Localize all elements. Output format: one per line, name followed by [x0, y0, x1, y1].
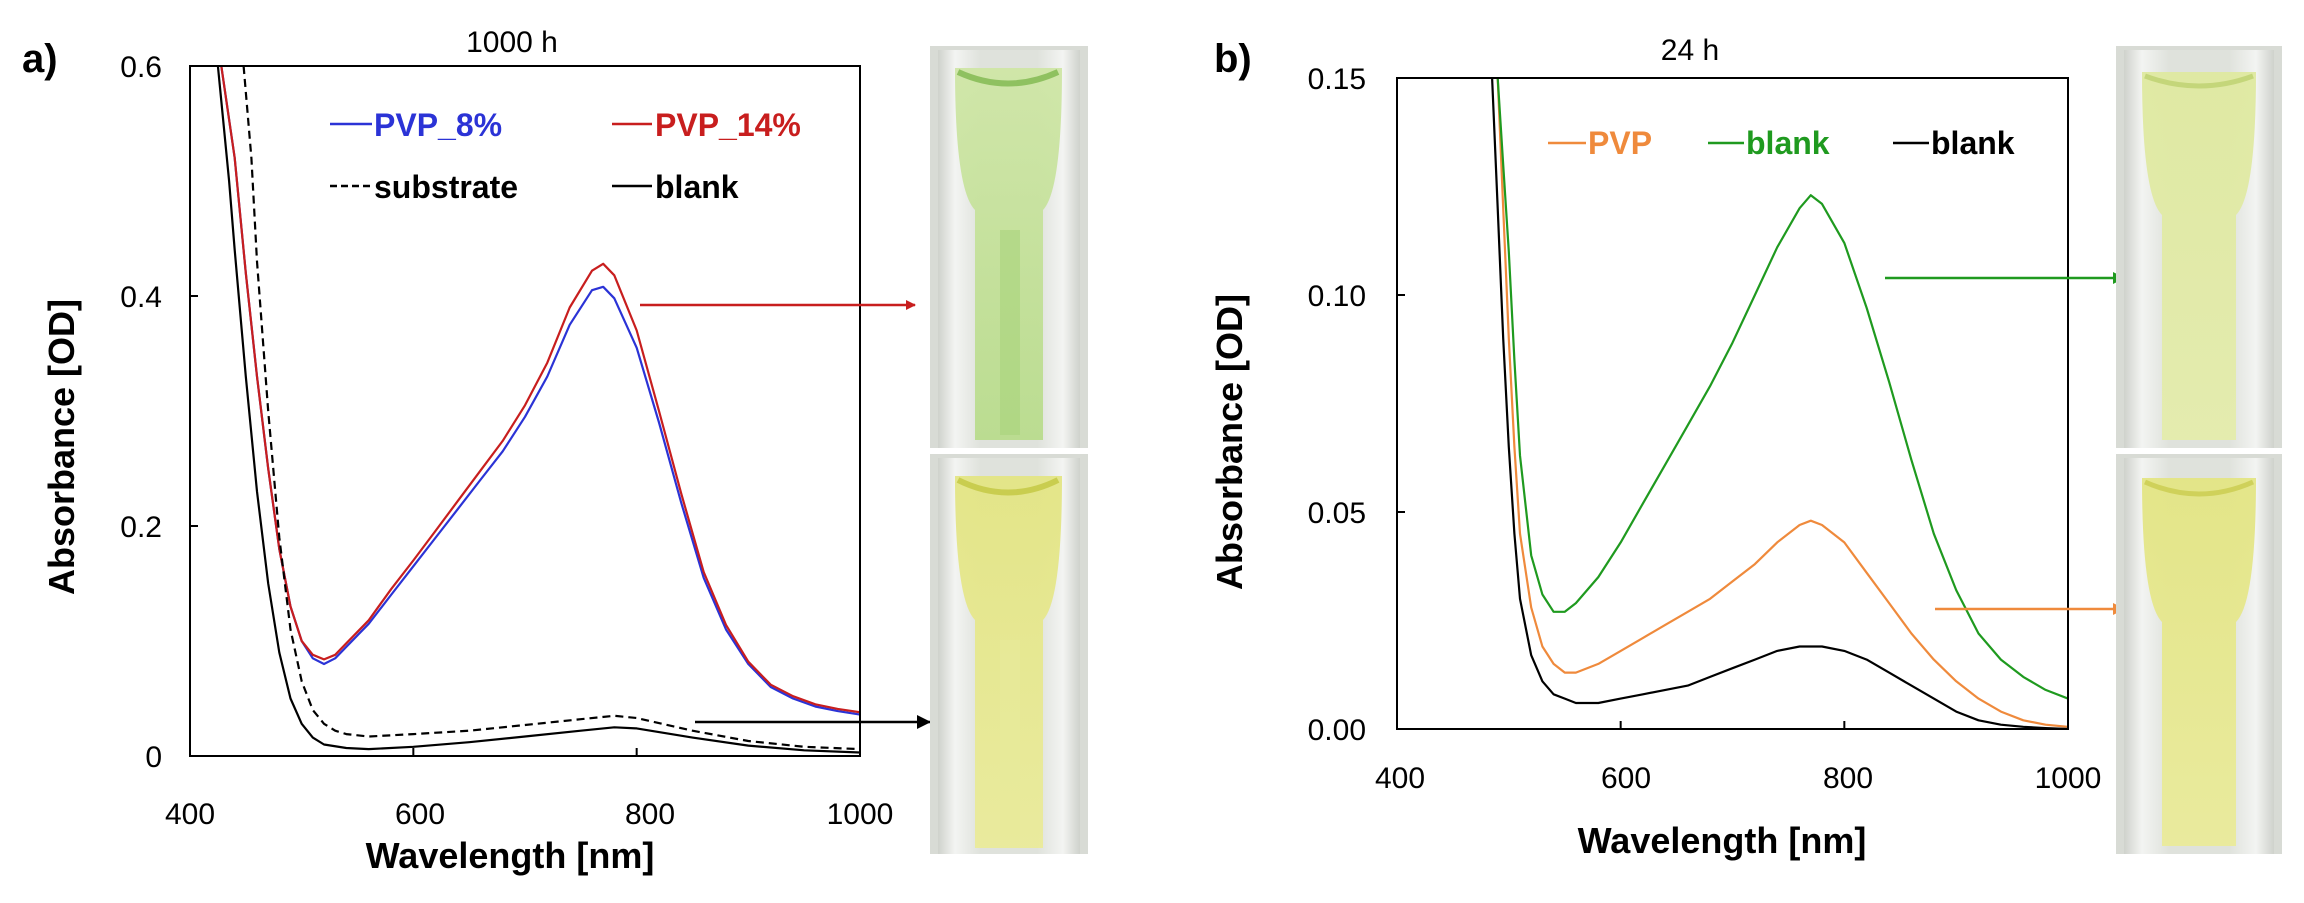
legend-label-blank-black: blank — [1931, 125, 2015, 161]
panel-b-ytick: 0.15 — [1308, 63, 1366, 96]
legend-label-pvp8: PVP_8% — [374, 107, 502, 143]
panel-b-ytick: 0.05 — [1308, 497, 1366, 530]
panel-a-legend: PVP_8% PVP_14% substrate blank — [330, 107, 801, 205]
legend-label-substrate: substrate — [374, 169, 518, 205]
panel-b-ytick: 0.10 — [1308, 280, 1366, 313]
panel-a-ytick: 0.6 — [120, 51, 162, 84]
panel-a-title: 1000 h — [466, 26, 558, 59]
panel-a-xtick: 400 — [165, 798, 215, 831]
panel-b-title: 24 h — [1661, 34, 1719, 67]
panel-a-frame — [189, 65, 861, 757]
panel-a-ytick: 0.4 — [120, 281, 162, 314]
panel-b-legend: PVP blank blank — [1548, 125, 2015, 161]
panel-a-series-pvp-14-1 — [220, 66, 860, 714]
panel-a-xlabel: Wavelength [nm] — [366, 835, 655, 876]
legend-label-pvp14: PVP_14% — [655, 107, 801, 143]
panel-b-label: b) — [1214, 37, 1252, 81]
panel-a-ylabel: Absorbance [OD] — [41, 299, 82, 595]
cuvette-photo-b-green — [2116, 46, 2282, 448]
panel-a-xtick: 1000 — [827, 798, 894, 831]
legend-label-blank-green: blank — [1746, 125, 1830, 161]
panel-b-frame — [1396, 77, 2069, 730]
panel-b-xtick: 600 — [1601, 762, 1651, 795]
panel-a-xtick: 800 — [625, 798, 675, 831]
panel-a-plot-area — [189, 65, 861, 757]
panel-a: a) 1000 h Wavelength [nm] Absorbance [OD… — [22, 26, 1088, 876]
legend-label-blank: blank — [655, 169, 739, 205]
panel-b-series-pvp-0 — [1496, 78, 2068, 728]
panel-a-xtick: 600 — [395, 798, 445, 831]
panel-b-xtick: 800 — [1823, 762, 1873, 795]
panel-b: b) 24 h Wavelength [nm] Absorbance [OD] … — [1209, 34, 2282, 861]
panel-b-series-blank-1 — [1496, 78, 2068, 700]
cuvette-photo-a-green — [930, 46, 1088, 448]
panel-a-series-pvp-8-0 — [220, 66, 860, 716]
panel-b-xlabel: Wavelength [nm] — [1578, 820, 1867, 861]
panel-b-ytick: 0.00 — [1308, 714, 1366, 747]
panel-a-ytick: 0 — [145, 741, 162, 774]
panel-a-series-substrate-2 — [242, 66, 860, 751]
panel-a-ytick: 0.2 — [120, 511, 162, 544]
panel-b-xtick: 400 — [1375, 762, 1425, 795]
panel-b-ticks: 400 600 800 1000 0.00 0.05 0.10 0.15 — [1308, 63, 2102, 795]
panel-b-series-blank-2 — [1491, 78, 2068, 729]
panel-a-series-blank-3 — [216, 66, 860, 754]
legend-label-pvp: PVP — [1588, 125, 1652, 161]
panel-a-label: a) — [22, 37, 58, 81]
cuvette-photo-a-yellow — [930, 454, 1088, 854]
panel-b-plot-area — [1396, 77, 2069, 730]
panel-a-ticks: 400 600 800 1000 0 0.2 0.4 0.6 — [120, 51, 893, 831]
panel-b-xtick: 1000 — [2035, 762, 2102, 795]
panel-b-ylabel: Absorbance [OD] — [1209, 294, 1250, 590]
cuvette-photo-b-yellow — [2116, 454, 2282, 854]
